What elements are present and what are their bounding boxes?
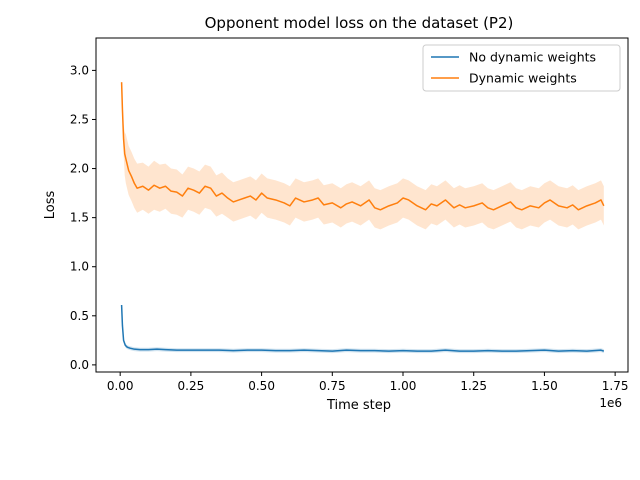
plot-area <box>120 82 605 354</box>
x-tick-label-0: 0.00 <box>107 379 134 393</box>
axes-frame <box>95 37 629 373</box>
x-axis-offset-label: 1e6 <box>599 396 622 410</box>
legend-label-0: No dynamic weights <box>469 50 596 65</box>
x-tick-label-6: 1.50 <box>531 379 558 393</box>
legend-box <box>422 44 621 92</box>
x-tick-label-5: 1.25 <box>460 379 487 393</box>
y-tick-label-1: 0.5 <box>70 309 89 323</box>
x-axis-label: Time step <box>326 398 391 413</box>
y-tick-label-6: 3.0 <box>70 63 89 77</box>
chart-title: Opponent model loss on the dataset (P2) <box>205 14 514 32</box>
x-tick-label-7: 1.75 <box>602 379 629 393</box>
series-1-confidence-band <box>121 82 604 230</box>
series-0-line <box>120 304 605 352</box>
x-tick-label-2: 0.50 <box>248 379 275 393</box>
y-tick-label-5: 2.5 <box>70 112 89 126</box>
legend: No dynamic weights Dynamic weights <box>422 44 621 92</box>
x-axis: 0.00 0.25 0.50 0.75 1.00 1.25 1.50 1.75 <box>107 372 629 393</box>
y-axis-label: Loss <box>43 191 58 220</box>
y-tick-label-2: 1.0 <box>70 260 89 274</box>
y-tick-label-4: 2.0 <box>70 162 89 176</box>
y-tick-label-0: 0.0 <box>70 358 89 372</box>
x-tick-label-3: 0.75 <box>319 379 346 393</box>
y-tick-label-3: 1.5 <box>70 211 89 225</box>
series-1-line <box>120 82 605 211</box>
y-axis: 0.0 0.5 1.0 1.5 2.0 2.5 3.0 <box>70 63 96 372</box>
x-tick-label-4: 1.00 <box>390 379 417 393</box>
legend-label-1: Dynamic weights <box>469 71 577 86</box>
series-0-confidence-band <box>121 305 604 354</box>
x-tick-label-1: 0.25 <box>178 379 205 393</box>
